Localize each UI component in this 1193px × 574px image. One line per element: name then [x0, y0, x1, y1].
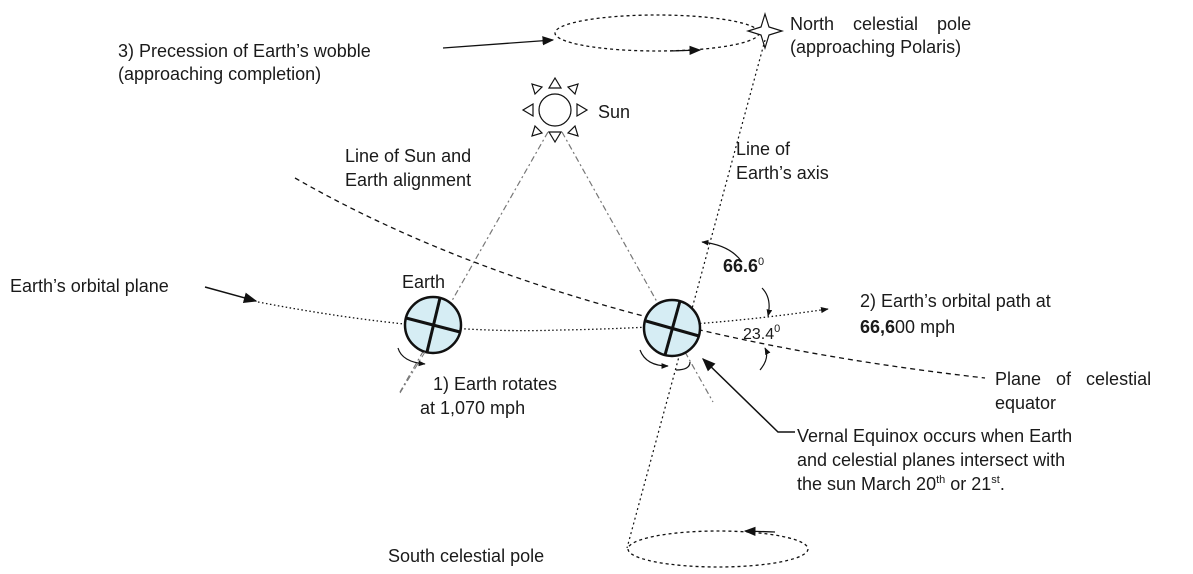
label: Vernal Equinox occurs when Earth	[797, 426, 1072, 446]
text-part: or 21	[945, 474, 991, 494]
label: 3) Precession of Earth’s wobble	[118, 41, 371, 61]
sun-icon	[521, 76, 589, 144]
speed-rest: 00 mph	[895, 317, 955, 337]
angle-arc	[761, 287, 773, 317]
label: (approaching completion)	[118, 64, 321, 84]
label: at 1,070 mph	[420, 398, 525, 418]
label: Line of Sun and	[345, 146, 471, 166]
angle-value: 66.6	[723, 256, 758, 276]
label: South celestial pole	[388, 546, 544, 566]
label: 1) Earth rotates	[433, 374, 557, 394]
star-icon	[745, 11, 785, 51]
earth-icon	[642, 298, 702, 358]
speed-bold: 66,6	[860, 317, 895, 337]
text-part: st	[991, 474, 1000, 486]
label: Line of	[736, 139, 791, 159]
text-part: the sun March 20	[797, 474, 936, 494]
text-part: th	[936, 474, 945, 486]
label: the sun March 20th or 21st.	[797, 474, 1005, 494]
label: North celestial pole	[790, 14, 971, 34]
label: Earth	[402, 272, 445, 292]
label: 66,600 mph	[860, 317, 955, 337]
label: Plane of celestial	[995, 369, 1151, 389]
label: Sun	[598, 102, 630, 122]
north-precession-circle	[554, 14, 760, 52]
label: and celestial planes intersect with	[797, 450, 1065, 470]
south-precession-circle	[627, 530, 809, 568]
label: Earth alignment	[345, 170, 471, 190]
celestial-equator-line	[294, 177, 986, 379]
earth-icon	[399, 295, 463, 394]
rotation-arrow	[397, 347, 426, 367]
label: equator	[995, 393, 1056, 413]
angle-value: 23.4	[743, 326, 774, 343]
rotation-arrow	[639, 349, 669, 369]
precession-arrow	[743, 526, 776, 537]
text-part: .	[1000, 474, 1005, 494]
label-arrow	[442, 36, 555, 49]
angle-unit: 0	[758, 256, 764, 268]
label-arrow	[204, 286, 258, 303]
precession-arrow	[669, 45, 702, 56]
label: Earth’s orbital plane	[10, 276, 169, 296]
angle-arc	[759, 347, 771, 371]
label: Earth’s axis	[736, 163, 829, 183]
earth-axis-line	[626, 39, 766, 549]
angle-unit: 0	[774, 323, 780, 335]
alignment-line	[561, 131, 714, 403]
rotation-arrow	[675, 361, 691, 371]
angle-arc	[701, 239, 743, 263]
angle-label: 66.60	[723, 256, 764, 276]
alignment-line	[399, 131, 549, 393]
label-arrow	[702, 358, 795, 433]
orbital-path	[257, 301, 829, 332]
label: (approaching Polaris)	[790, 37, 961, 57]
angle-label: 23.40	[743, 323, 780, 343]
label: 2) Earth’s orbital path at	[860, 291, 1051, 311]
